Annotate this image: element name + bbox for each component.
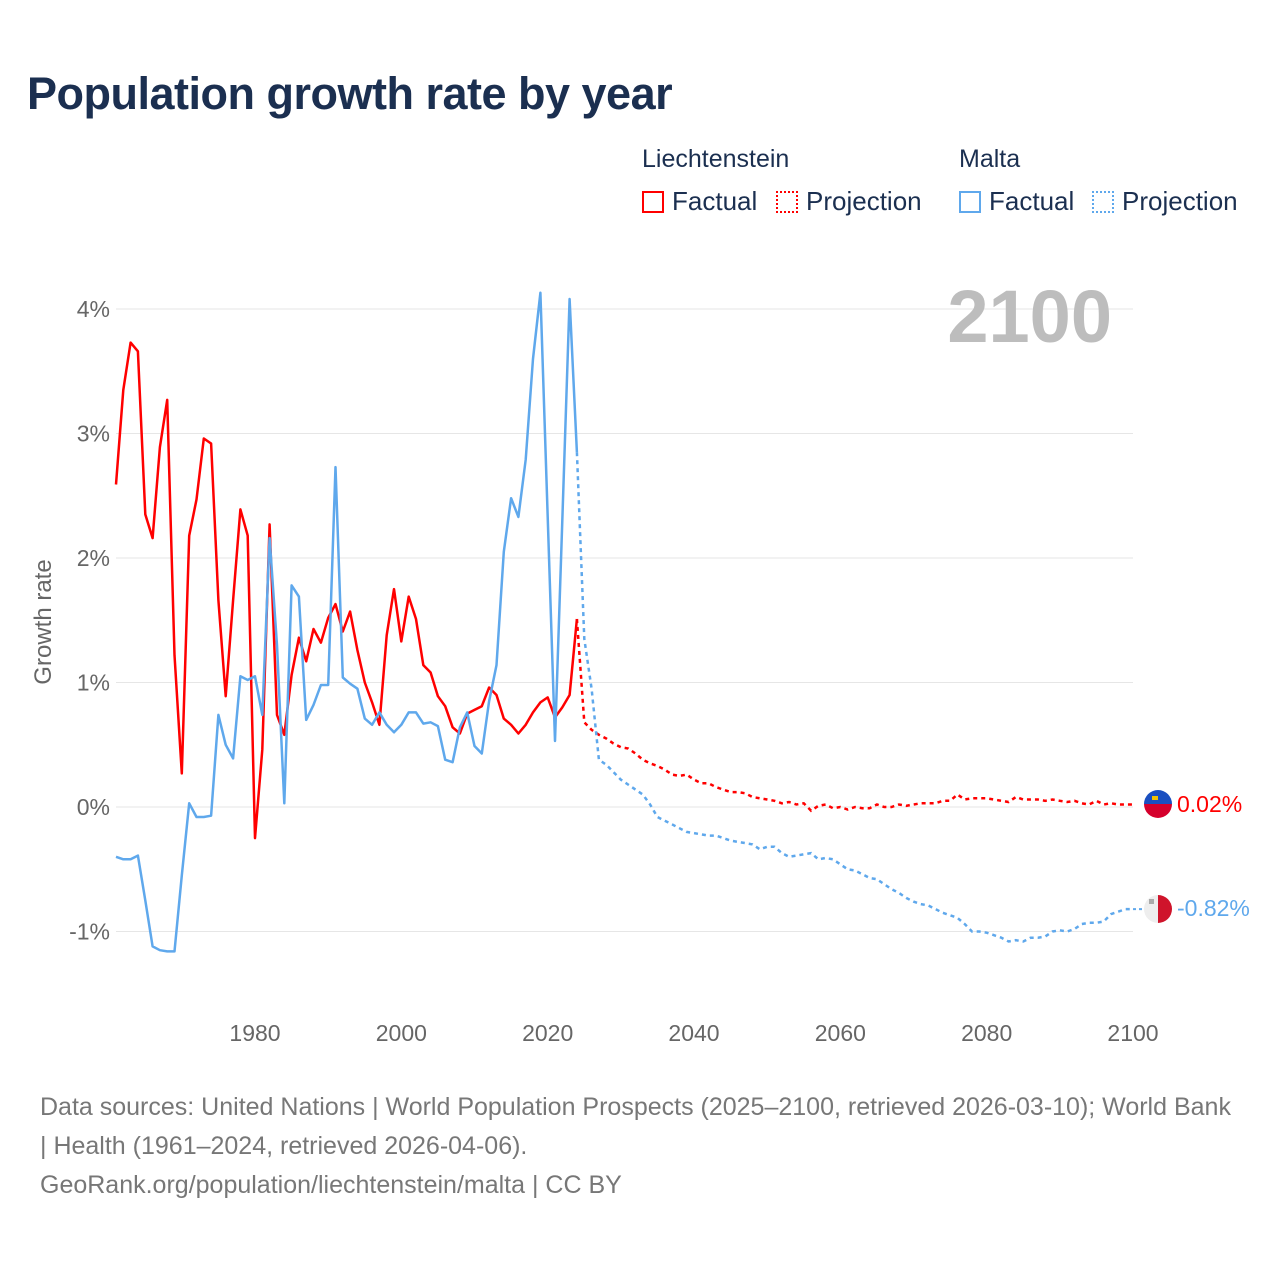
legend-liechtenstein-projection[interactable]: Projection [776, 186, 922, 217]
y-tick-label: 4% [77, 296, 110, 322]
legend-label: Factual [989, 186, 1075, 216]
legend-malta-projection[interactable]: Projection [1092, 186, 1238, 217]
y-tick-label: 3% [77, 421, 110, 447]
malta-flag-icon [1144, 895, 1172, 923]
legend-label: Factual [672, 186, 758, 216]
legend-group-liechtenstein: Liechtenstein [642, 145, 790, 173]
credit-link[interactable]: GeoRank.org/population/liechtenstein/mal… [40, 1171, 622, 1199]
legend-swatch [776, 190, 798, 213]
y-axis-label: Growth rate [30, 559, 57, 684]
chart-title: Population growth rate by year [27, 68, 673, 119]
legend-group-malta: Malta [959, 145, 1021, 173]
year-watermark: 2100 [947, 275, 1112, 358]
y-tick-label: 2% [77, 545, 110, 571]
x-tick-label: 2060 [815, 1020, 866, 1046]
x-tick-label: 2100 [1107, 1020, 1158, 1046]
line-malta-projection [575, 452, 1133, 943]
y-tick-label: 1% [77, 670, 110, 696]
x-tick-label: 2040 [668, 1020, 719, 1046]
y-tick-label: 0% [77, 794, 110, 820]
x-tick-label: 2080 [961, 1020, 1012, 1046]
line-malta-factual [115, 291, 579, 953]
liechtenstein-flag-icon [1144, 790, 1172, 818]
x-tick-label: 2020 [522, 1020, 573, 1046]
legend-liechtenstein-factual[interactable]: Factual [642, 186, 757, 217]
legend-label: Projection [806, 186, 922, 216]
end-label-malta: -0.82% [1177, 895, 1250, 921]
legend-malta-factual[interactable]: Factual [959, 186, 1074, 217]
legend-swatch [1092, 190, 1114, 213]
line-liechtenstein-projection [575, 618, 1133, 813]
data-sources: Data sources: United Nations | World Pop… [40, 1093, 1231, 1160]
legend-label: Projection [1122, 186, 1238, 216]
y-tick-label: -1% [69, 919, 110, 945]
footer: Data sources: United Nations | World Pop… [40, 1088, 1240, 1205]
x-tick-label: 1980 [229, 1020, 280, 1046]
legend-swatch [959, 190, 981, 213]
legend-swatch [642, 190, 664, 213]
line-liechtenstein-factual [114, 341, 579, 840]
end-label-liechtenstein: 0.02% [1177, 791, 1242, 817]
x-tick-label: 2000 [376, 1020, 427, 1046]
plot-area: 4% 3% 2% 1% 0% -1% 1980 2000 2020 2040 2060 2080 210… [30, 275, 1250, 1046]
